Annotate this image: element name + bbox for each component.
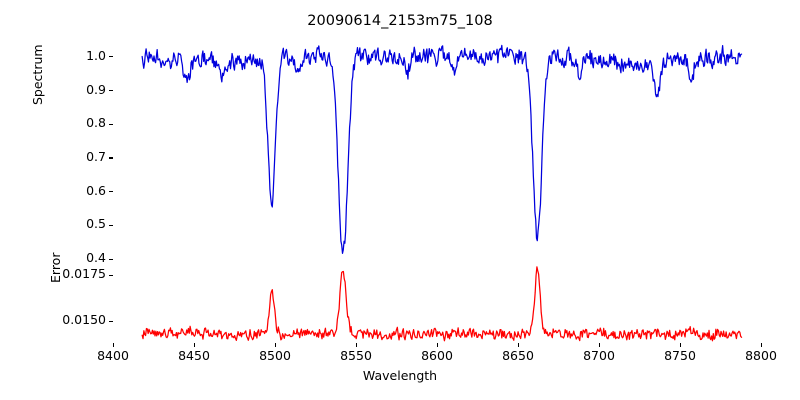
spectrum-ytick-mark (109, 56, 113, 58)
xtick-mark (679, 343, 681, 347)
xtick-label: 8700 (583, 348, 615, 363)
spectrum-ytick-label: 0.5 (86, 216, 106, 232)
spectrum-ytick-label: 1.0 (86, 47, 106, 63)
xtick-label: 8400 (97, 348, 129, 363)
xtick-label: 8450 (178, 348, 210, 363)
page-title: 20090614_2153m75_108 (307, 13, 493, 29)
xtick-label: 8600 (421, 348, 453, 363)
spectrum-ytick-mark (109, 90, 113, 92)
xtick-mark (517, 343, 519, 347)
spectrum-ytick-label: 0.7 (86, 148, 106, 164)
error-ytick-label: 0.0175 (62, 266, 106, 282)
spectrum-ytick-label: 0.4 (86, 250, 106, 265)
xtick-label: 8650 (502, 348, 534, 363)
spectrum-ytick-mark (109, 123, 113, 125)
spectrum-ytick-label: 0.9 (86, 81, 106, 97)
xtick-mark (274, 343, 276, 347)
spectrum-ytick-label: 0.8 (86, 115, 106, 131)
error-ytick-mark (109, 320, 113, 322)
xtick-mark (355, 343, 357, 347)
xtick-label: 8550 (340, 348, 372, 363)
error-line (141, 266, 743, 342)
xtick-mark (436, 343, 438, 347)
xtick-label: 8800 (745, 348, 777, 363)
xtick-mark (193, 343, 195, 347)
error-ytick-label: 0.0150 (62, 312, 106, 328)
xtick-label: 8750 (664, 348, 696, 363)
error-ytick-mark (109, 274, 113, 277)
spectrum-ytick-mark (109, 224, 113, 226)
xtick-mark (598, 343, 600, 347)
spectrum-ytick-label: 0.6 (86, 182, 106, 198)
spectrum-line (141, 44, 743, 254)
spectrum-ytick-mark (109, 258, 113, 260)
spectrum-ytick-mark (109, 157, 113, 159)
xtick-mark (760, 343, 762, 347)
xtick-mark (112, 343, 114, 347)
spectrum-ytick-mark (109, 191, 113, 193)
xtick-label: 8500 (259, 348, 291, 363)
x-axis-label: Wavelength (362, 368, 438, 383)
